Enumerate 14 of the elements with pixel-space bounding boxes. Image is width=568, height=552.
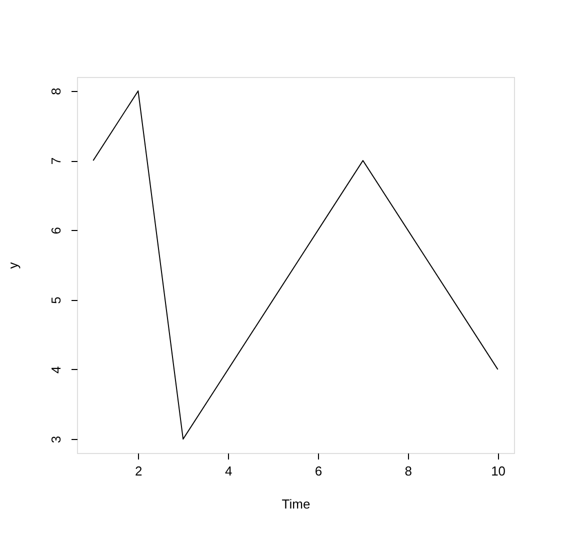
x-tick-label: 6 [314,464,322,478]
x-tick-label: 4 [224,464,232,478]
y-axis-title: y [6,262,20,269]
y-tick-label: 3 [48,436,64,444]
y-tick-label: 8 [48,88,64,96]
x-tick-label: 2 [135,464,142,478]
y-tick-label: 6 [48,227,64,234]
x-axis-title: Time [282,496,310,512]
y-tick-label: 5 [48,296,64,304]
x-tick-label: 10 [491,464,506,478]
y-tick-label: 4 [48,366,64,374]
line-series [92,90,498,440]
x-tick-label: 8 [404,464,412,478]
y-tick-label: 7 [48,157,64,165]
